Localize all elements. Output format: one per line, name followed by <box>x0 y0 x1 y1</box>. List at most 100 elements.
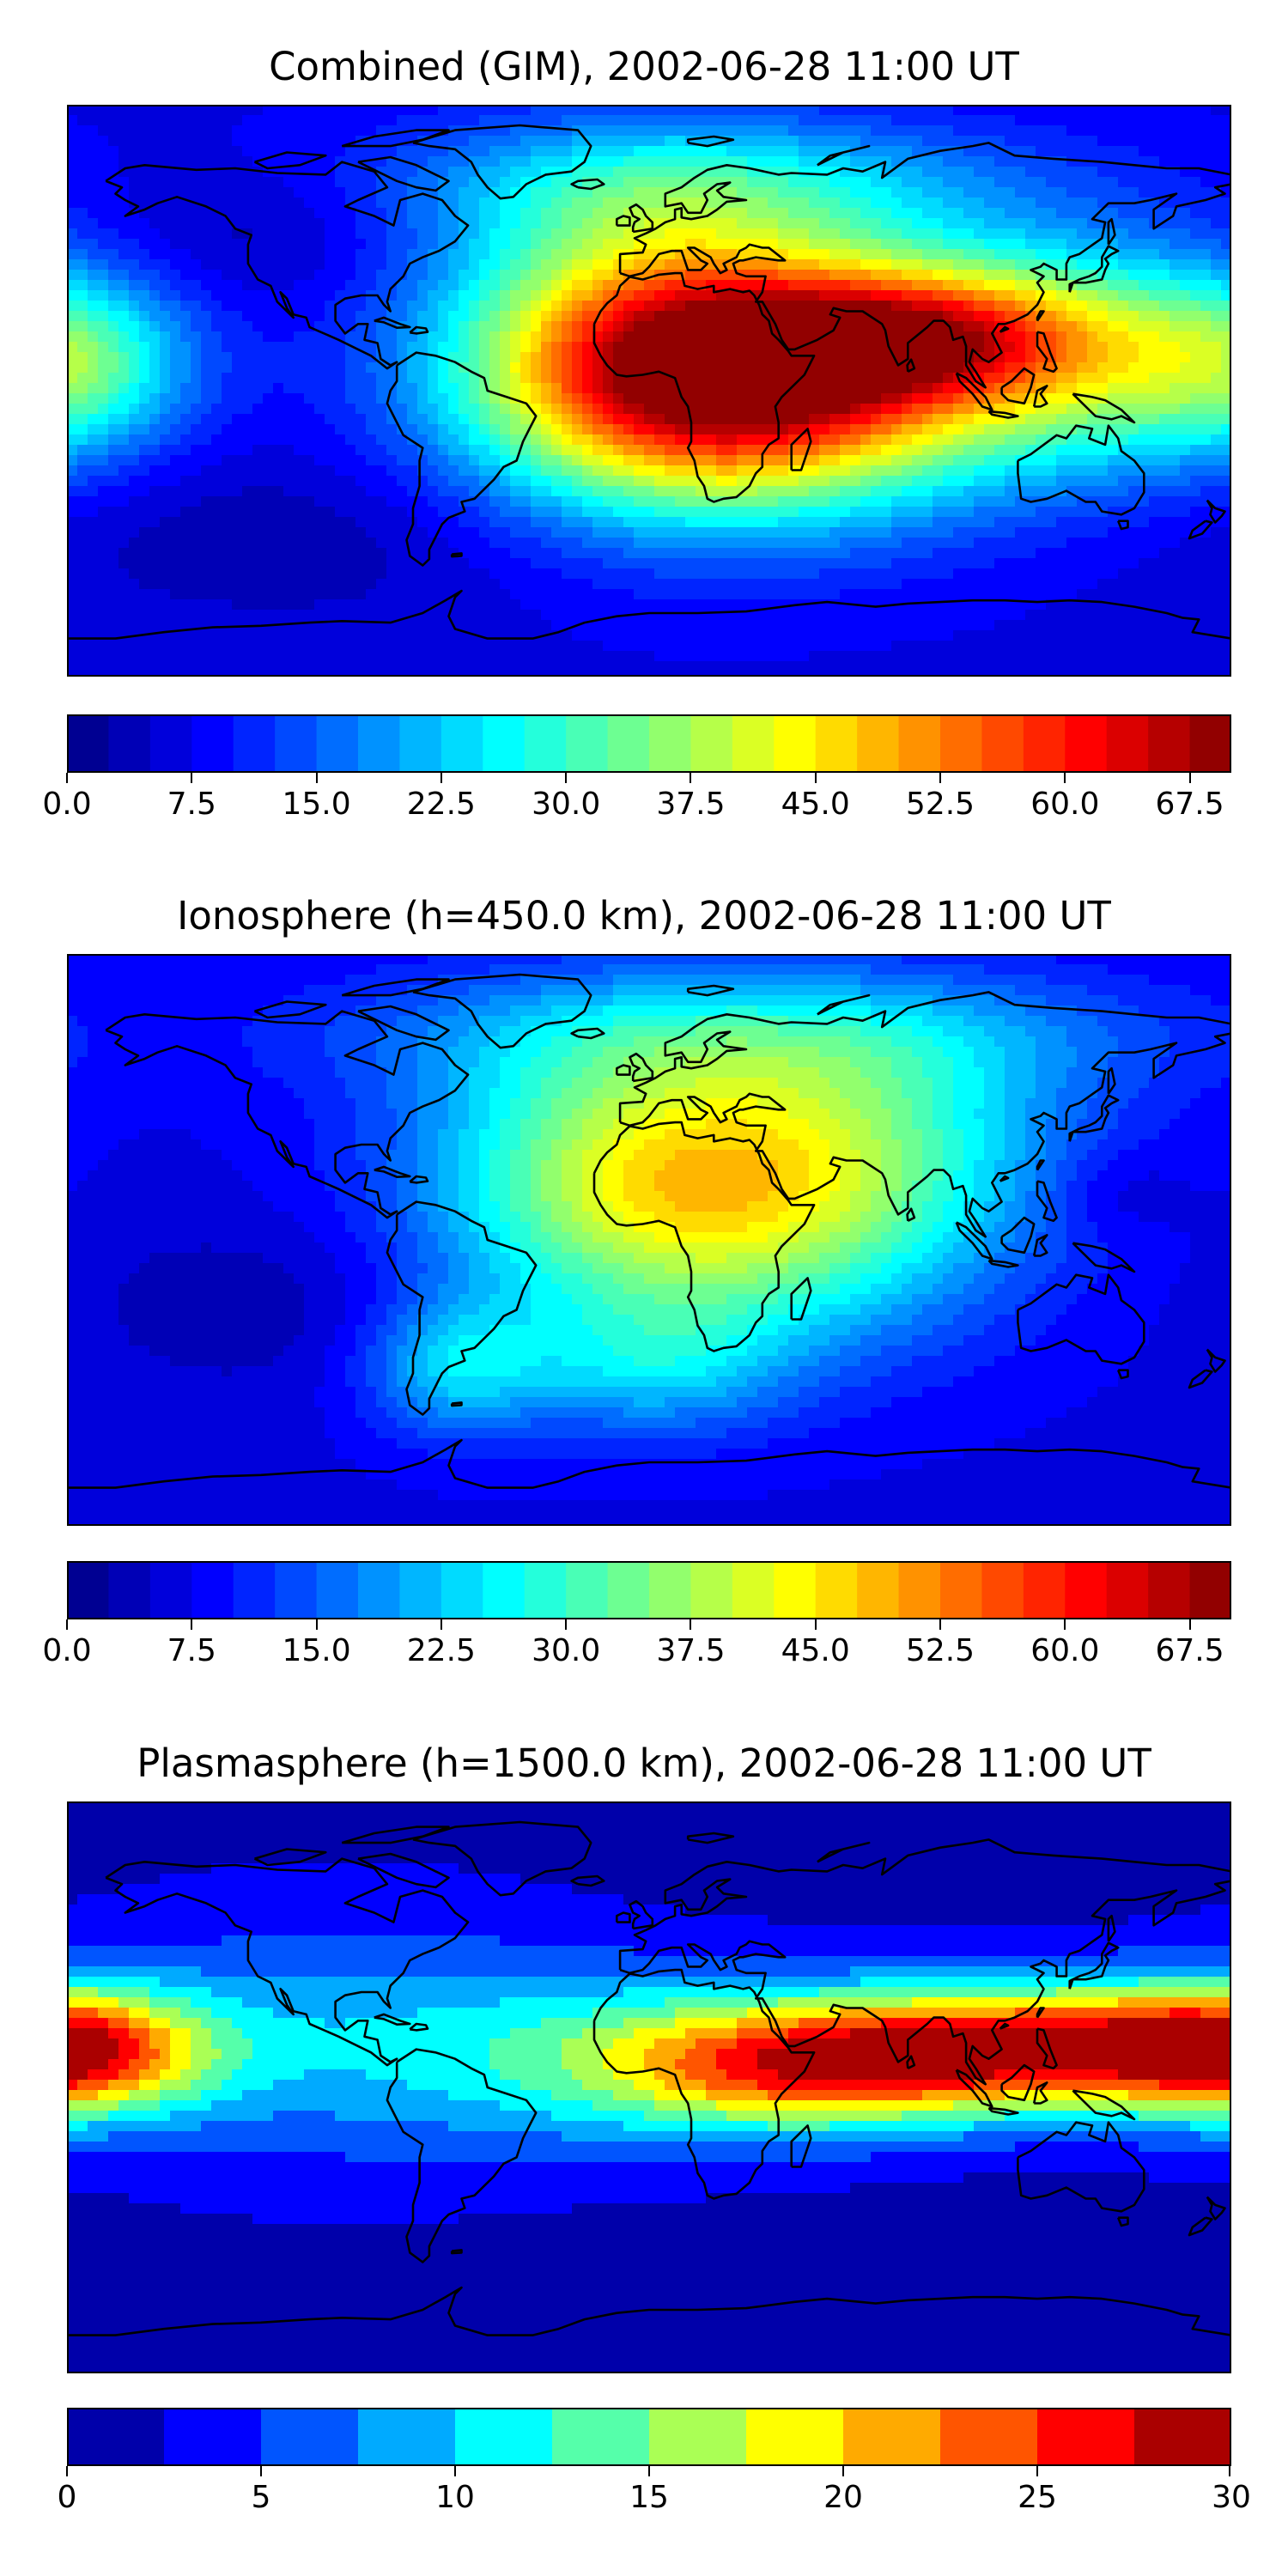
coastline <box>1000 367 1036 405</box>
coastline <box>253 1000 327 1019</box>
contour-fill <box>67 1801 1231 2373</box>
coastline <box>1000 1216 1036 1255</box>
coastline <box>1206 499 1226 524</box>
colorbar-tick-mark <box>66 2466 68 2476</box>
contour-fill <box>67 954 1231 1526</box>
coastline <box>955 372 993 411</box>
colorbar-segment <box>149 1561 192 1619</box>
colorbar-tick-label: 15 <box>629 2480 669 2515</box>
coastline <box>790 428 812 471</box>
coastline <box>618 142 1231 389</box>
colorbar-segment <box>455 2408 553 2466</box>
coastline <box>1107 1914 1116 1942</box>
coastline <box>450 2249 463 2255</box>
colorbar-segment <box>1134 2408 1231 2466</box>
colorbar-segment <box>1065 1561 1108 1619</box>
colorbar-tick-mark <box>565 773 568 783</box>
coastline <box>955 2069 993 2108</box>
colorbar-tick-label: 0.0 <box>42 1633 92 1668</box>
colorbar-segment <box>981 1561 1024 1619</box>
coastline <box>999 325 1010 333</box>
coastline <box>1068 1094 1120 1142</box>
coastline <box>906 1207 916 1222</box>
colorbar-tick-label: 22.5 <box>406 1633 476 1668</box>
colorbar-tick-mark <box>1036 2466 1038 2476</box>
coastline <box>570 1027 605 1040</box>
colorbar-segment <box>191 1561 234 1619</box>
colorbar-segment <box>399 1561 442 1619</box>
colorbar-tick-label: 67.5 <box>1155 1633 1224 1668</box>
colorbar-segment <box>1023 1561 1066 1619</box>
colorbar-segment <box>149 714 192 773</box>
colorbar-tick-label: 52.5 <box>905 1633 975 1668</box>
map-canvas <box>67 954 1231 1526</box>
colorbar-segment <box>233 714 276 773</box>
colorbar-tick-label: 15.0 <box>282 787 351 822</box>
coastline <box>374 316 411 330</box>
coastline <box>412 1820 592 1897</box>
map-canvas <box>67 105 1231 677</box>
coastlines <box>67 973 1231 1489</box>
colorbar-segment <box>1106 1561 1149 1619</box>
colorbar-segment <box>1189 714 1231 773</box>
coastline <box>615 1911 631 1923</box>
colorbar-tick-label: 45.0 <box>781 1633 850 1668</box>
colorbar-segment <box>108 714 151 773</box>
coastline <box>1188 1369 1213 1389</box>
coastline <box>412 973 592 1049</box>
coastline <box>629 1052 654 1083</box>
colorbar-segment <box>233 1561 276 1619</box>
map-frame <box>67 954 1231 1526</box>
colorbar-segment <box>857 1561 900 1619</box>
coastline <box>629 1899 654 1930</box>
coastline <box>906 2055 916 2069</box>
colorbar-tick-label: 10 <box>435 2480 475 2515</box>
coastline <box>1116 519 1129 531</box>
colorbar-tick-label: 25 <box>1018 2480 1057 2515</box>
colorbar-tick-mark <box>690 1619 692 1630</box>
coastline <box>105 1010 470 1219</box>
colorbar-segment <box>649 714 692 773</box>
coastline <box>592 271 816 503</box>
colorbar-tick-mark <box>1188 1619 1191 1630</box>
coastline <box>67 1438 1231 1489</box>
coastline <box>1116 1369 1129 1380</box>
colorbar-segment <box>67 714 110 773</box>
colorbar-tick-mark <box>191 773 193 783</box>
coastline <box>817 993 871 1016</box>
coastline <box>1017 1273 1145 1365</box>
tec-map <box>67 105 1231 677</box>
coastline <box>906 358 916 373</box>
coastline <box>615 215 631 227</box>
coastline <box>450 552 463 558</box>
colorbar-segment <box>774 714 817 773</box>
colorbar <box>67 2408 1231 2466</box>
colorbar-segment <box>67 2408 165 2466</box>
coastline <box>987 410 1019 419</box>
panel-title: Combined (GIM), 2002-06-28 11:00 UT <box>269 44 1019 89</box>
coastline <box>615 1064 631 1076</box>
coastline <box>386 1200 538 1416</box>
colorbar-segment <box>940 1561 983 1619</box>
colorbar-tick-mark <box>814 1619 817 1630</box>
colorbar-frame <box>67 714 1231 773</box>
coastline <box>987 2106 1019 2116</box>
colorbar-segment <box>524 1561 567 1619</box>
coastline <box>1068 1941 1120 1990</box>
coastline <box>1032 2081 1048 2105</box>
colorbar-segment <box>690 1561 733 1619</box>
coastline <box>1036 1180 1058 1223</box>
colorbar-segment <box>399 714 442 773</box>
colorbar-tick-mark <box>690 773 692 783</box>
colorbar-tick-mark <box>939 773 941 783</box>
panel-title: Plasmasphere (h=1500.0 km), 2002-06-28 1… <box>137 1741 1151 1786</box>
colorbar-segment <box>898 1561 941 1619</box>
colorbar-tick-label: 5 <box>251 2480 271 2515</box>
coastline <box>592 1121 816 1352</box>
colorbar-segment <box>898 714 941 773</box>
coastline <box>374 1165 411 1179</box>
coastline <box>409 325 429 335</box>
colorbar-tick-label: 7.5 <box>167 1633 216 1668</box>
coastline <box>1032 1234 1048 1257</box>
coastline <box>790 2124 812 2168</box>
